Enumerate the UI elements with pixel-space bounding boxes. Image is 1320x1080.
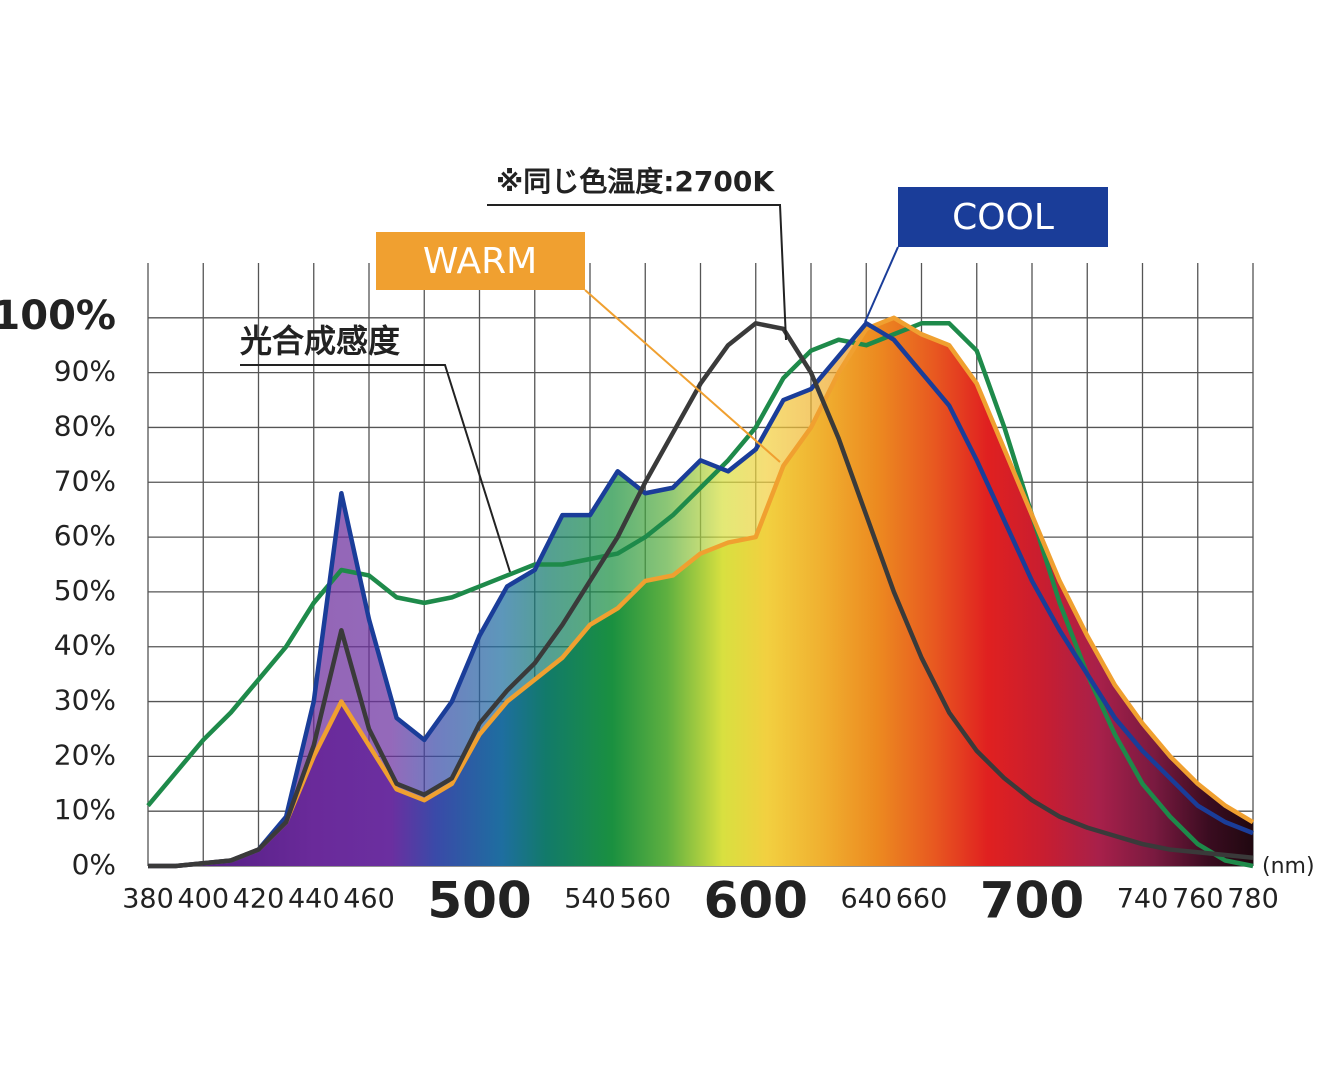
legend-label: WARM [423,241,537,282]
leader [864,246,899,323]
areas [148,317,1253,866]
x-tick-label: 640 [840,884,892,915]
y-tick-label: 10% [54,793,116,826]
y-tick-label: 30% [54,684,116,717]
legend-label: COOL [952,197,1054,238]
lines [146,315,1255,869]
legend-box [376,232,585,290]
x-tick-label: 740 [1117,884,1169,915]
leader [487,204,787,341]
spectrum-area [148,317,1253,866]
y-tick-label: 90% [54,355,116,388]
leader [240,364,511,573]
x-tick-label: 420 [233,884,285,915]
y-tick-label: 0% [72,848,116,881]
legend-label: 光合成感度 [240,322,400,360]
series-line [148,321,1254,869]
x-tick-label: 460 [343,884,395,915]
legend-label: ※同じ色温度:2700K [496,165,775,198]
callouts [240,187,1108,573]
leader [584,289,781,463]
x-tick-label: 380 [122,884,174,915]
x-tick-label: 600 [704,872,808,930]
x-tick-label: 500 [427,872,531,930]
y-tick-label: 40% [54,629,116,662]
x-tick-label: 440 [288,884,340,915]
ticks: 0%10%20%30%40%50%60%70%80%90%100%380 400 4… [0,293,1279,930]
legend-box [898,187,1108,247]
x-tick-label: 700 [980,872,1084,930]
y-tick-label: 70% [54,464,116,497]
series-line [148,315,1255,869]
x-unit: (nm) [1262,854,1315,879]
y-tick-label: 50% [54,574,116,607]
x-tick-label: 400 [177,884,229,915]
y-tick-label: 60% [54,519,116,552]
x-tick-label: 560 [619,884,671,915]
x-tick-label: 780 [1227,884,1279,915]
series-line [148,321,1254,869]
x-tick-label: 760 [1172,884,1224,915]
y-tick-label: 80% [54,409,116,442]
y-tick-label: 100% [0,293,116,339]
x-tick-label: 540 [564,884,616,915]
y-tick-label: 20% [54,738,116,771]
x-tick-label: 660 [896,884,948,915]
series-line [146,321,1254,869]
